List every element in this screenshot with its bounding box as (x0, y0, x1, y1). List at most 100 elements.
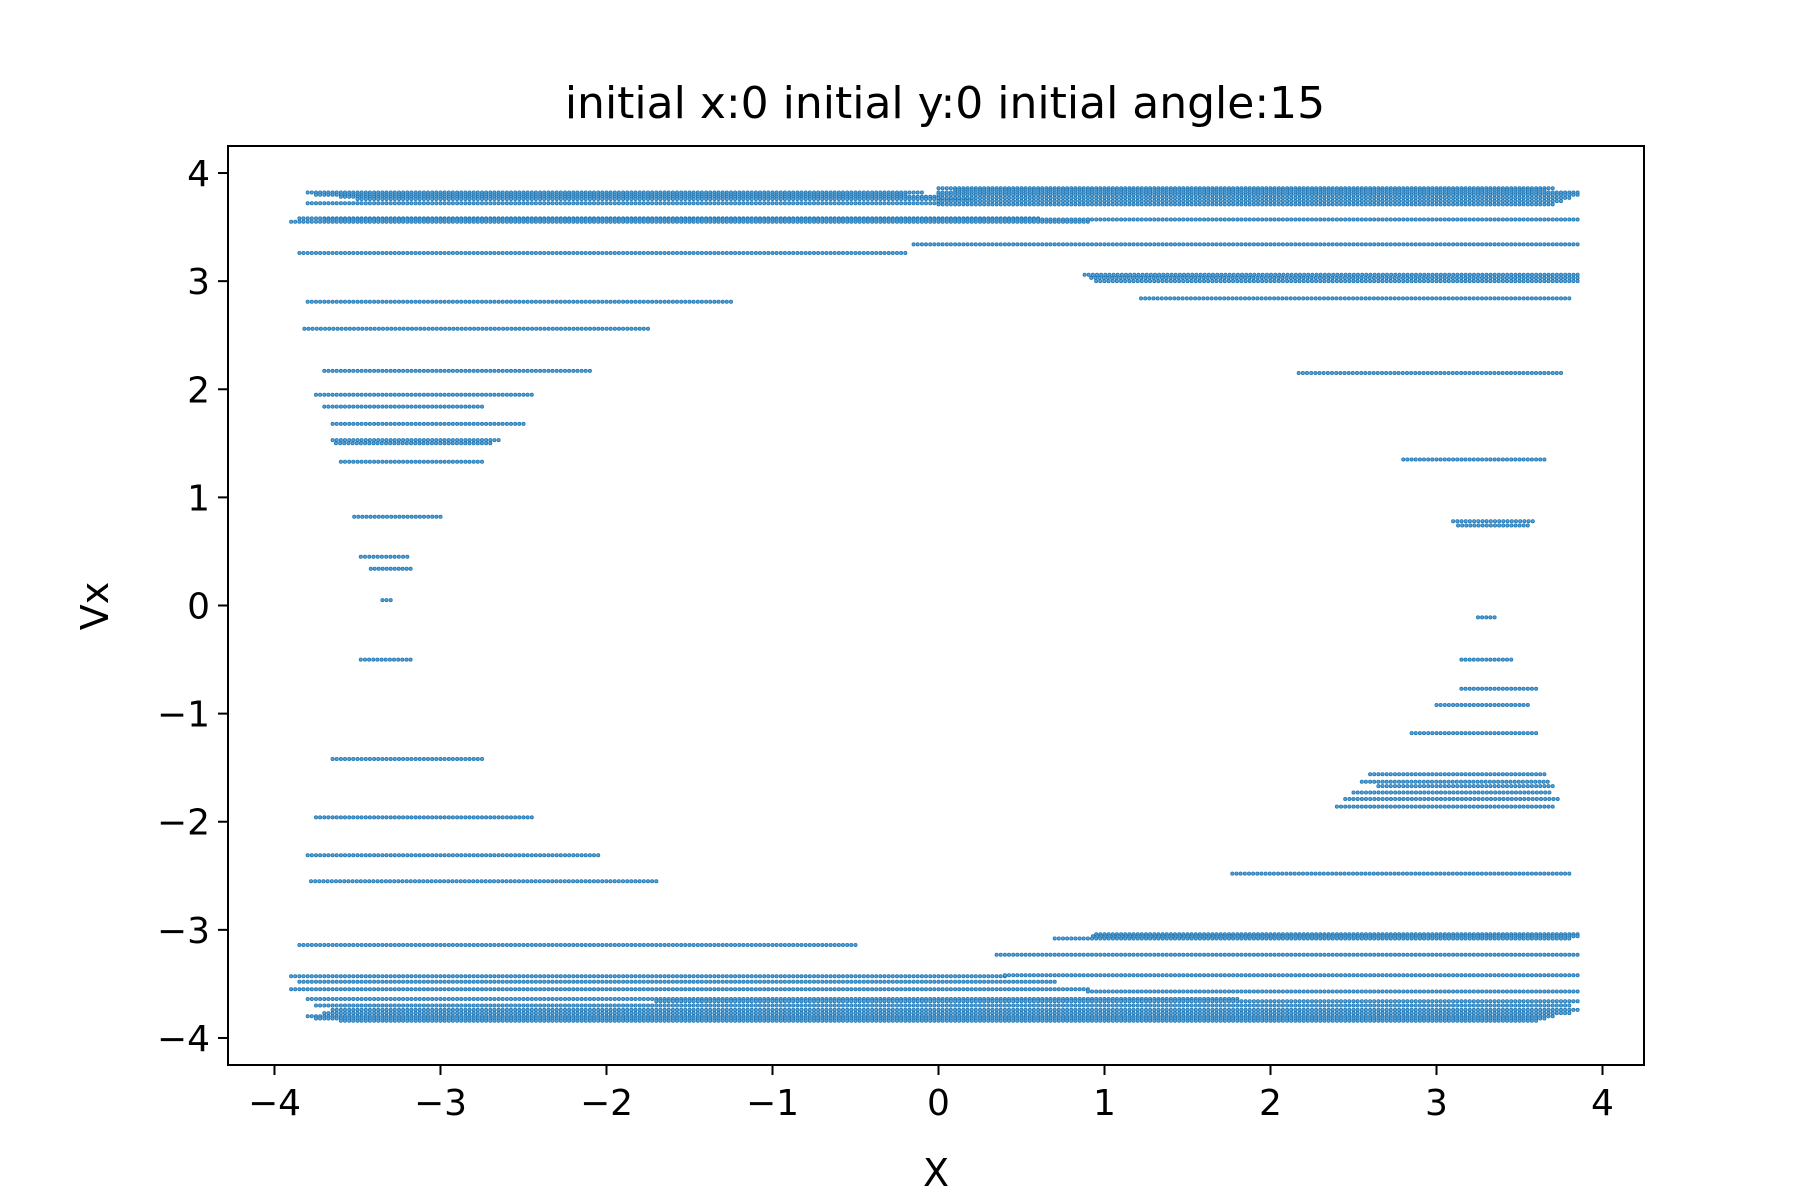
scatter-point (1422, 772, 1427, 777)
scatter-point (1525, 279, 1530, 284)
scatter-point (450, 299, 455, 304)
scatter-point (1496, 242, 1501, 247)
scatter-point (1538, 279, 1543, 284)
scatter-point (567, 250, 572, 255)
scatter-point (936, 202, 941, 207)
scatter-point (1484, 457, 1489, 462)
scatter-point (388, 566, 393, 571)
scatter-point (712, 219, 717, 224)
scatter-point (1197, 192, 1202, 197)
scatter-point (1488, 370, 1493, 375)
scatter-point (417, 219, 422, 224)
scatter-point (1546, 192, 1551, 197)
scatter-point (391, 657, 396, 662)
scatter-point (1292, 871, 1297, 876)
scatter-point (1285, 279, 1290, 284)
scatter-point (1542, 242, 1547, 247)
scatter-point (1347, 192, 1352, 197)
scatter-point (608, 250, 613, 255)
scatter-point (836, 201, 841, 206)
scatter-point (1393, 279, 1398, 284)
scatter-point (421, 250, 426, 255)
scatter-point (675, 201, 680, 206)
scatter-point (372, 757, 377, 762)
scatter-point (1409, 779, 1414, 784)
scatter-point (355, 368, 360, 373)
scatter-point (1259, 275, 1264, 280)
scatter-point (488, 368, 493, 373)
scatter-point (1451, 242, 1456, 247)
scatter-point (1318, 195, 1323, 200)
scatter-point (803, 250, 808, 255)
scatter-point (1210, 202, 1215, 207)
scatter-point (1438, 457, 1443, 462)
scatter-point (388, 598, 393, 603)
scatter-point (346, 879, 351, 884)
scatter-point (1380, 242, 1385, 247)
scatter-point (1459, 279, 1464, 284)
scatter-point (965, 192, 970, 197)
scatter-point (508, 219, 513, 224)
scatter-point (471, 853, 476, 858)
scatter-point (1243, 217, 1248, 222)
scatter-point (1326, 936, 1331, 941)
scatter-point (500, 196, 505, 201)
scatter-point (1168, 199, 1173, 204)
scatter-point (1376, 279, 1381, 284)
scatter-point (608, 196, 613, 201)
scatter-point (1089, 275, 1094, 280)
scatter-point (1421, 779, 1426, 784)
scatter-point (434, 250, 439, 255)
scatter-point (1534, 275, 1539, 280)
scatter-point (1363, 202, 1368, 207)
scatter-point (1401, 779, 1406, 784)
scatter-point (1575, 192, 1580, 197)
scatter-point (1521, 199, 1526, 204)
scatter-point (1280, 279, 1285, 284)
scatter-point (1310, 272, 1315, 277)
scatter-point (546, 219, 551, 224)
scatter-point (1450, 296, 1455, 301)
scatter-point (479, 368, 484, 373)
scatter-point (1380, 296, 1385, 301)
scatter-point (683, 219, 688, 224)
scatter-point (401, 438, 406, 443)
scatter-point (1376, 202, 1381, 207)
scatter-point (1036, 219, 1041, 224)
scatter-point (384, 299, 389, 304)
scatter-point (1425, 296, 1430, 301)
scatter-point (479, 815, 484, 820)
scatter-point (1509, 202, 1514, 207)
scatter-point (1434, 936, 1439, 941)
scatter-point (1322, 242, 1327, 247)
scatter-point (1231, 195, 1236, 200)
scatter-point (376, 326, 381, 331)
scatter-point (1363, 779, 1368, 784)
scatter-point (1464, 797, 1469, 802)
scatter-point (334, 192, 339, 197)
scatter-point (973, 202, 978, 207)
scatter-point (1417, 275, 1422, 280)
scatter-point (1263, 275, 1268, 280)
scatter-point (1426, 790, 1431, 795)
scatter-point (442, 392, 447, 397)
scatter-point (1563, 217, 1568, 222)
scatter-point (1372, 192, 1377, 197)
scatter-point (1505, 703, 1510, 708)
scatter-point (625, 326, 630, 331)
scatter-point (1364, 790, 1369, 795)
scatter-point (1280, 199, 1285, 204)
scatter-point (575, 196, 580, 201)
scatter-point (1318, 242, 1323, 247)
scatter-point (1260, 272, 1265, 277)
scatter-point (1073, 936, 1078, 941)
scatter-point (953, 195, 958, 200)
scatter-point (1525, 192, 1530, 197)
scatter-point (1114, 279, 1119, 284)
scatter-point (1496, 457, 1501, 462)
scatter-point (1409, 217, 1414, 222)
scatter-point (421, 438, 426, 443)
scatter-point (1339, 804, 1344, 809)
scatter-point (1326, 192, 1331, 197)
scatter-point (1463, 272, 1468, 277)
